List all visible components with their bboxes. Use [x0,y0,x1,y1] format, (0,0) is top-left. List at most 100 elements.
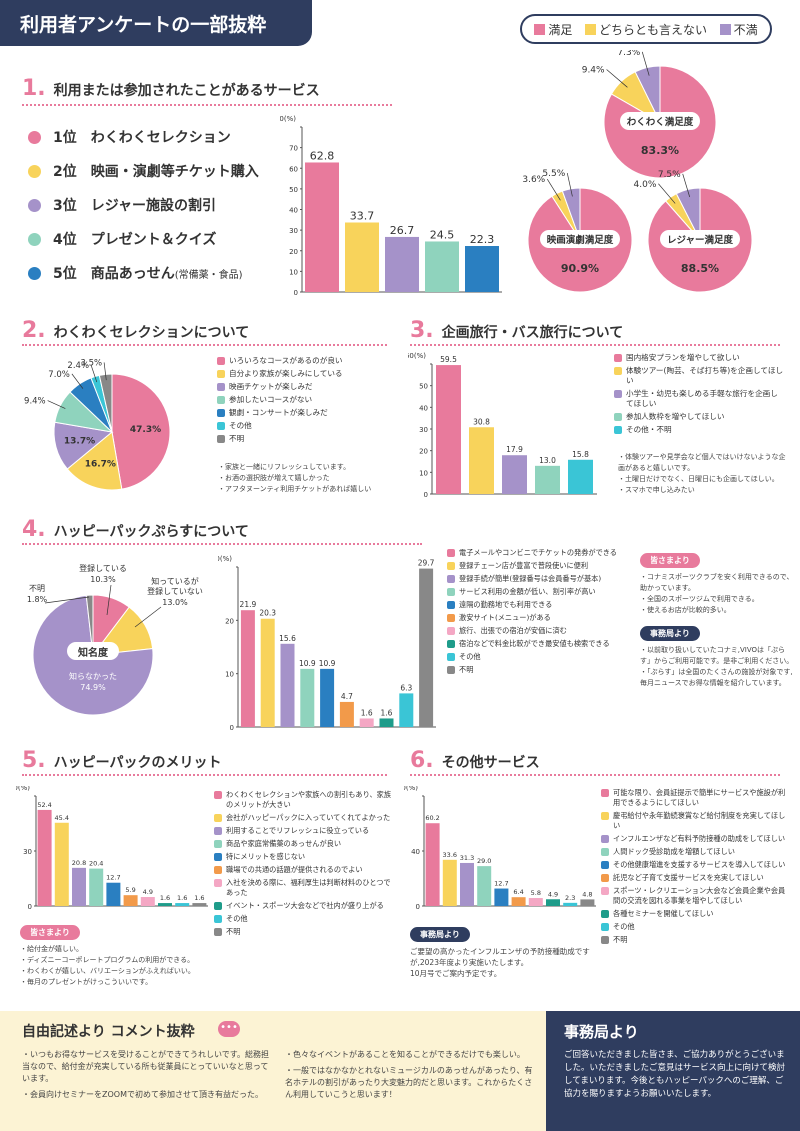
pie-slice-label: 74.9% [80,683,106,692]
sec5-header: 5. ハッピーパックのメリット [22,748,387,776]
sec6-title: その他サービス [441,755,540,771]
pie-leader-line [566,172,573,197]
legend-swatch [719,23,731,35]
sec1-header: 1. 利用または参加されたことがあるサービス [22,76,392,106]
legend-item: 託児など子育て支援サービスを充実してほしい [601,873,791,883]
legend-item: いろいろなコースがあるのが良い [217,356,392,366]
bar [158,903,172,906]
pie-leader-line [103,362,107,381]
legend-label: イベント・スポーツ大会などで社内が盛り上がる [226,901,384,910]
bar-value-label: 1.6 [194,894,204,902]
legend-item: 登録チェーン店が豊富で普段使いに便利 [447,561,637,571]
legend-label: 遠隔の勤務地でも利用できる [459,600,553,609]
y-tick-label: 50 [419,383,428,391]
sec6-office: 事務局より ご要望の高かったインフルエンザの予防接種助成ですが,2023年度より… [410,922,600,979]
pie-leader-line [71,373,84,389]
legend-swatch [447,627,455,635]
bar-value-label: 22.3 [470,233,495,246]
legend-swatch [584,23,596,35]
legend-item: 体験ツアー(陶芸、そば打ち等)を企画してほしい [614,366,784,386]
bar [345,222,379,292]
free-comments-title: 自由記述より コメント抜粋 [22,1024,195,1040]
legend-label: その他・不明 [626,425,672,434]
sec4-number: 4. [22,517,46,542]
bar [305,162,339,292]
legend-swatch [214,853,222,861]
legend-swatch [447,666,455,674]
legend-swatch [601,887,609,895]
sec6-number: 6. [410,748,434,773]
bar [379,718,394,727]
legend-label: その他 [613,922,635,931]
bar [511,897,526,906]
legend-swatch [217,396,225,404]
legend-item: その他・不明 [614,425,784,435]
pie-leader-line [658,183,676,204]
bar-value-label: 30.8 [473,417,490,426]
legend-item: 不明 [214,927,396,937]
pie-slice-label: 10.3% [90,575,116,584]
legend-label: 不明 [459,665,474,674]
rank-dot [28,130,41,144]
chart-sec6-bar: 80(%) 0 40 60.2 33.631.329.0 12.7 6.4 5.8 4.9 2.3… [404,786,596,911]
pie-slice-label: 登録している [79,563,127,573]
bar [442,859,457,906]
legend-label: 観劇・コンサートが楽しみだ [229,408,328,417]
legend-label: 不明 [229,434,245,443]
sec1-title: 利用または参加されたことがあるサービス [53,83,320,99]
legend-item: その他 [214,914,396,924]
y-tick-label: 0 [28,903,32,911]
legend-swatch [601,812,609,820]
free-comments-col1: ・いつもお得なサービスを受けることができてうれしいです。総務担当なので、給付金が… [22,1050,269,1099]
bar [580,899,595,906]
legend-swatch [601,874,609,882]
legend-label: スポーツ・レクリエーション大会など会員企業や会員間の交流を図れる事業を増やしてほ… [613,886,786,905]
legend-swatch [601,923,609,931]
legend-item: 映画チケットが楽しみだ [217,382,392,392]
bar [399,693,414,727]
legend-item: 遠隔の勤務地でも利用できる [447,600,637,610]
legend-swatch [601,936,609,944]
pie-center-label: 知名度 [77,646,109,659]
legend-swatch [214,791,222,799]
legend-swatch [214,814,222,822]
pie-center-label: わくわく満足度 [627,116,694,128]
pie-slice-label: 9.4% [24,397,46,407]
legend-label: 特にメリットを感じない [226,852,306,861]
bar-value-label: 52.4 [37,801,51,809]
bar [419,568,434,727]
bar [465,246,499,292]
office-final-title: 事務局より [564,1023,639,1041]
bar-value-label: 33.7 [350,209,375,222]
voices-badge: 皆さまより [20,925,80,940]
pie-leader-line [134,606,162,628]
legend-swatch [601,789,609,797]
legend-swatch [534,23,546,35]
legend-item: 商品や家庭常備薬のあっせんが良い [214,839,396,849]
pie-slice-label: 9.4% [582,66,605,76]
legend-swatch [614,354,622,362]
bar [385,236,419,292]
bar-value-label: 24.5 [430,228,455,241]
rank-dot [28,266,41,280]
chart-sec2-pie: 47.3% 16.7% 13.7% 9.4% 7.0%2.4%3.5% [24,358,171,491]
pie-slice-label: 7.0% [48,370,70,380]
bar-value-label: 4.9 [548,890,558,898]
legend-swatch [614,426,622,434]
legend-label: その他 [226,914,248,923]
legend-label: 体験ツアー(陶芸、そば打ち等)を企画してほしい [626,366,784,385]
bar [37,809,52,906]
legend-label: 可能な限り、会員証提示で簡単にサービスや施設が利用できるようにしてほしい [613,788,786,807]
bar [425,241,459,292]
bar-value-label: 6.3 [400,683,412,692]
legend-item: 観劇・コンサートが楽しみだ [217,408,392,418]
bar [280,643,295,727]
bar-value-label: 6.4 [513,888,523,896]
legend-swatch [214,827,222,835]
pie-slice-label: 知っているが [151,576,199,586]
chart-sec5-bar: 60(%) 0 30 52.4 45.4 20.820.412.7 5.9 4.9 1.6 1.6… [16,786,208,911]
pie-center-label: レジャー満足度 [667,234,734,246]
legend-item: サービス利用の金額が低い、割引率が高い [447,587,637,597]
pie-leader-line [606,69,628,88]
y-tick-label: 10 [419,469,428,477]
